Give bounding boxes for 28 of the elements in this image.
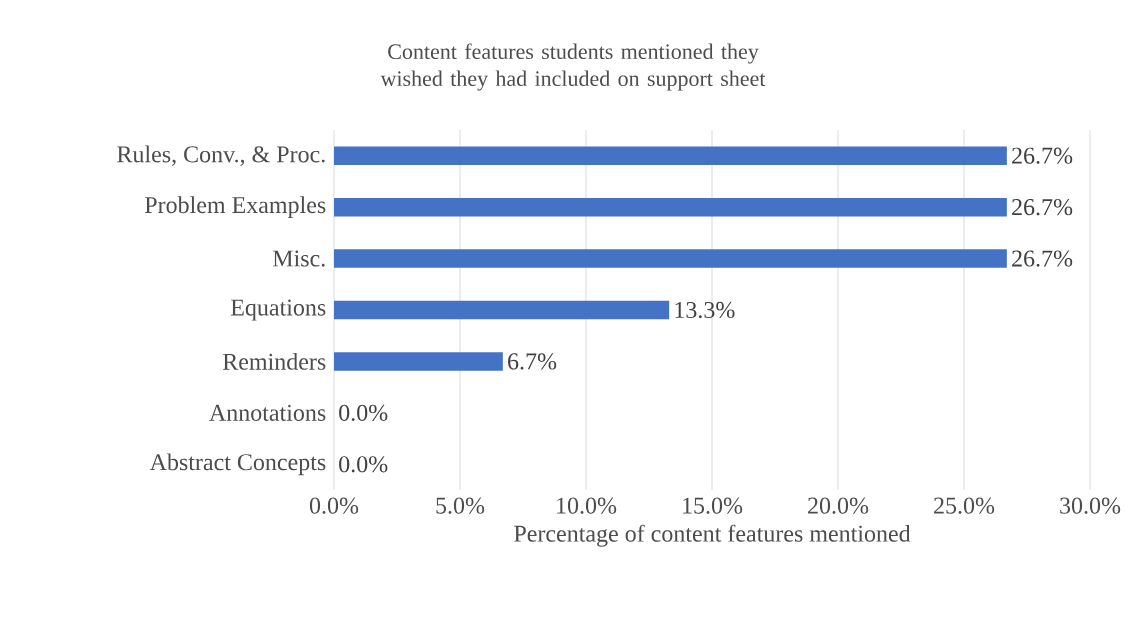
x-tick-label: 25.0% (934, 497, 995, 514)
data-label: 26.7% (1012, 147, 1073, 164)
y-tick-label: Annotations (209, 404, 326, 421)
x-axis-title: Percentage of content features mentioned (514, 524, 911, 547)
y-tick-label: Problem Examples (144, 196, 326, 219)
x-tick-label: 30.0% (1060, 497, 1121, 514)
y-tick-label: Misc. (272, 250, 325, 267)
x-tick-label: 15.0% (683, 497, 743, 514)
bar (334, 249, 1007, 268)
y-tick-label: Rules, Conv., & Proc. (117, 145, 325, 166)
bar (334, 197, 1007, 217)
y-tick-label: Equations (230, 299, 326, 321)
bar (334, 146, 1007, 165)
data-label: 13.3% (675, 301, 735, 319)
x-tick-label: 10.0% (557, 497, 617, 514)
bar (334, 352, 503, 371)
data-label: 0.0% (339, 456, 388, 473)
data-label: 26.7% (1012, 198, 1073, 216)
data-label: 0.0% (339, 404, 388, 422)
x-tick-label: 20.0% (808, 497, 869, 514)
y-tick-label: Reminders (222, 352, 326, 370)
data-label: 26.7% (1012, 250, 1073, 267)
x-tick-label: 5.0% (436, 497, 485, 514)
data-label: 6.7% (508, 353, 557, 370)
y-tick-label: Abstract Concepts (149, 453, 326, 476)
x-tick-label: 0.0% (309, 497, 359, 514)
chart-title: Content features students mentioned they wished they had included on support sheet (380, 43, 766, 91)
bar (334, 300, 670, 320)
